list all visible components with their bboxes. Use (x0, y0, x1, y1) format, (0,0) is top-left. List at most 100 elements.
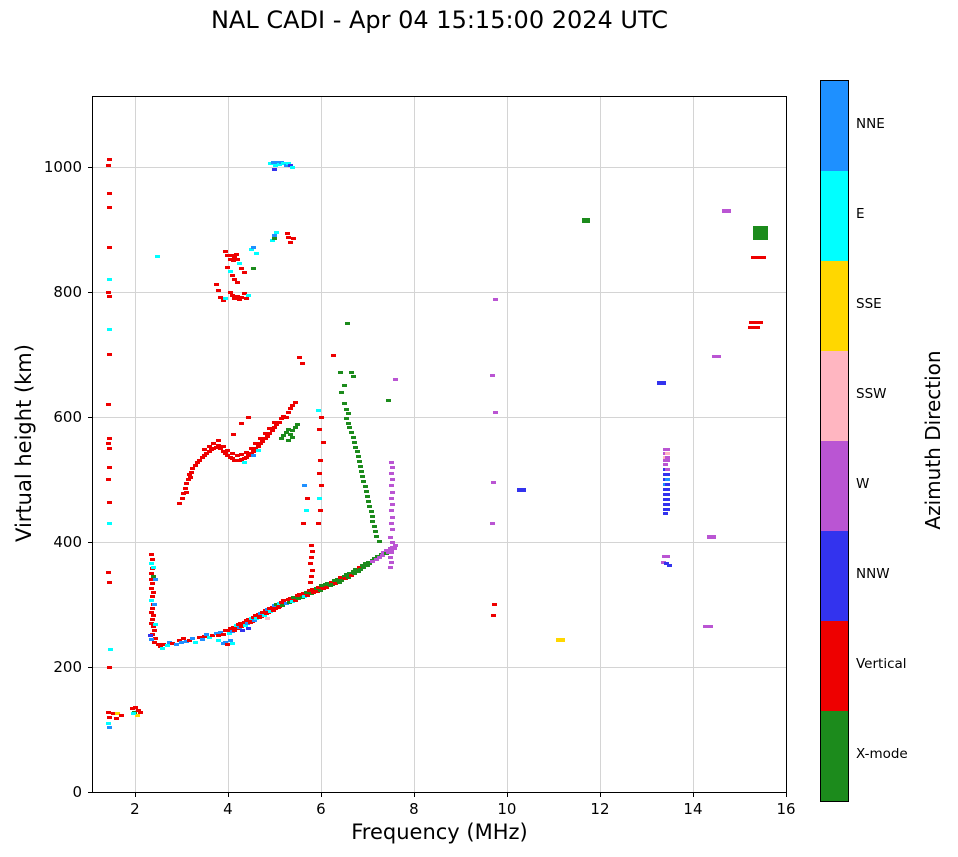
echo-point (137, 711, 143, 715)
echo-point (292, 598, 298, 602)
echo-point (276, 420, 282, 424)
y-tick-mark (88, 292, 92, 293)
echo-point (176, 501, 182, 505)
echo-point (297, 356, 303, 360)
echo-block (555, 638, 566, 642)
echo-point (328, 580, 334, 584)
echo-point (230, 274, 236, 278)
echo-block (748, 320, 763, 324)
echo-point (107, 581, 113, 585)
x-tick-mark (692, 793, 694, 797)
echo-point (390, 515, 396, 519)
echo-point (664, 503, 670, 506)
echo-point (148, 578, 154, 581)
echo-point (106, 353, 112, 356)
echo-point (263, 612, 269, 616)
echo-point (292, 401, 298, 405)
y-tick-mark (88, 542, 92, 543)
echo-point (281, 162, 287, 166)
echo-point (278, 160, 284, 164)
echo-point (133, 706, 139, 710)
echo-point (317, 428, 323, 431)
echo-point (376, 539, 382, 543)
echo-point (341, 574, 347, 578)
echo-point (291, 595, 297, 599)
echo-point (348, 370, 354, 374)
x-tick-mark (786, 793, 787, 797)
echo-point (254, 251, 260, 255)
echo-point (228, 626, 234, 630)
colorbar-tick-label: NNW (856, 566, 890, 582)
echo-block (751, 255, 767, 259)
echo-point (149, 610, 155, 614)
echo-point (114, 711, 120, 715)
echo-point (230, 293, 236, 297)
echo-point (390, 478, 396, 481)
echo-point (367, 561, 373, 565)
colorbar-tick-label: NNE (856, 116, 885, 132)
echo-point (356, 459, 362, 463)
echo-point (339, 578, 345, 582)
echo-point (227, 639, 233, 643)
y-tick-label: 0 (72, 783, 82, 801)
echo-point (257, 437, 263, 441)
echo-point (268, 609, 274, 613)
echo-point (241, 460, 247, 464)
echo-point (106, 726, 112, 730)
echo-point (308, 581, 314, 585)
echo-point (351, 440, 357, 444)
echo-point (181, 637, 187, 641)
echo-point (361, 566, 367, 570)
echo-point (250, 449, 256, 453)
echo-point (176, 639, 182, 643)
y-axis-label: Virtual height (km) (12, 344, 36, 542)
echo-point (250, 454, 256, 458)
echo-point (369, 514, 375, 518)
echo-point (216, 439, 222, 443)
echo-point (243, 455, 249, 459)
echo-point (343, 573, 349, 576)
echo-point (106, 715, 112, 719)
echo-point (148, 562, 154, 566)
gridline-vertical (599, 97, 601, 792)
echo-point (290, 404, 296, 408)
echo-point (283, 602, 289, 606)
echo-point (199, 638, 205, 641)
echo-point (284, 232, 290, 236)
echo-point (289, 435, 295, 439)
echo-point (330, 583, 336, 586)
echo-point (179, 496, 185, 500)
echo-point (153, 636, 159, 640)
gridline-vertical (134, 97, 136, 792)
echo-point (308, 562, 314, 566)
echo-point (239, 624, 245, 628)
echo-point (283, 431, 289, 435)
echo-point (230, 641, 236, 645)
echo-point (283, 415, 289, 419)
x-tick-mark (599, 793, 601, 797)
echo-point (192, 640, 198, 644)
echo-point (232, 278, 238, 281)
echo-point (353, 568, 359, 571)
echo-point (664, 455, 670, 459)
echo-point (248, 451, 254, 455)
x-tick-label: 14 (683, 800, 703, 818)
y-tick-label: 1000 (43, 158, 82, 176)
echo-point (490, 521, 496, 525)
echo-point (178, 641, 184, 645)
echo-point (309, 574, 315, 578)
echo-point (149, 586, 155, 590)
echo-point (292, 425, 298, 429)
echo-block (703, 624, 713, 629)
gridline-horizontal (93, 417, 786, 418)
colorbar (820, 80, 849, 802)
echo-point (246, 626, 252, 630)
echo-point (660, 560, 666, 564)
echo-point (316, 521, 322, 525)
echo-point (132, 710, 138, 714)
x-tick-mark (134, 793, 136, 797)
echo-point (288, 596, 294, 600)
echo-point (237, 298, 242, 301)
echo-point (106, 437, 112, 441)
colorbar-segment-ssw (821, 351, 848, 441)
